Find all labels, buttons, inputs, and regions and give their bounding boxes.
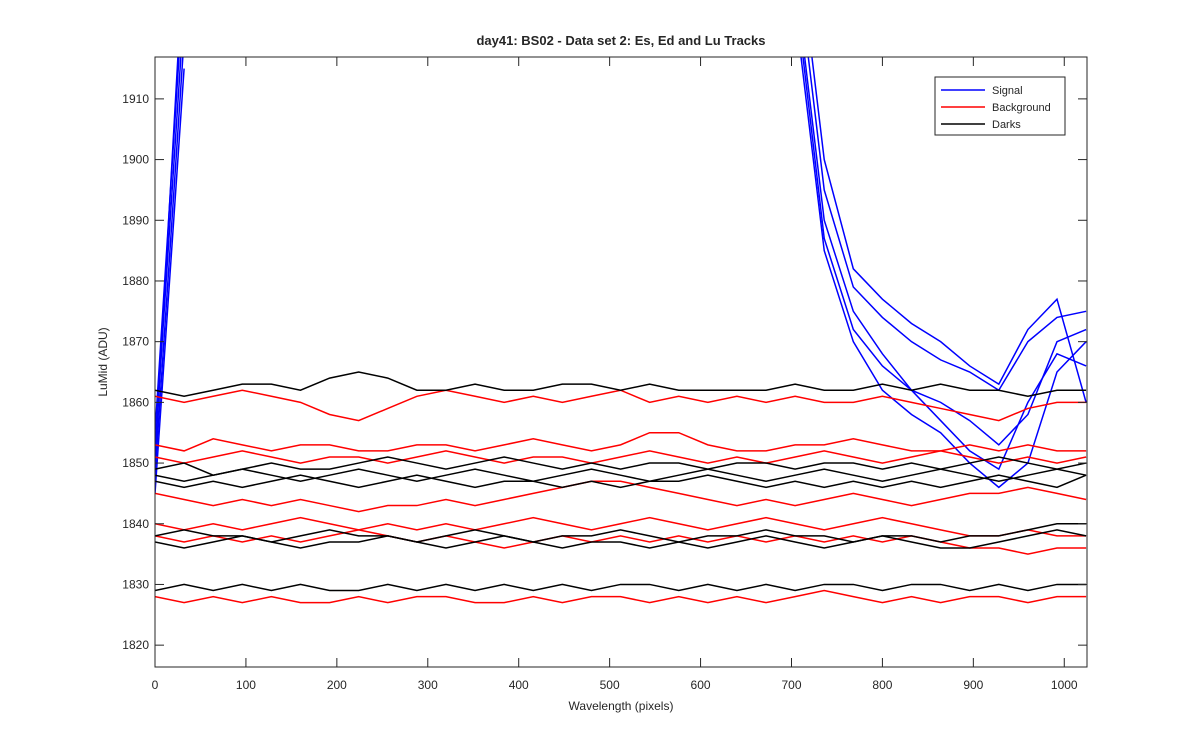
- series-line: [155, 474, 1087, 489]
- series-line: [155, 523, 1087, 543]
- series-line: [155, 516, 1087, 537]
- x-tick-label: 1000: [1051, 678, 1078, 692]
- series-line: [155, 589, 1087, 604]
- x-tick-label: 100: [236, 678, 256, 692]
- y-tick-label: 1910: [122, 92, 149, 106]
- x-tick-label: 700: [781, 678, 801, 692]
- plot-area: [155, 57, 1087, 667]
- series-line: [155, 456, 1087, 476]
- y-tick-label: 1840: [122, 517, 149, 531]
- chart-title: day41: BS02 - Data set 2: Es, Ed and Lu …: [476, 33, 765, 48]
- legend-label: Background: [992, 102, 1051, 114]
- legend-box: [934, 76, 1066, 136]
- x-tick-label: 400: [509, 678, 529, 692]
- y-tick-label: 1820: [122, 638, 149, 652]
- y-tick-label: 1830: [122, 577, 149, 591]
- axes-box: [154, 56, 1088, 668]
- x-tick-label: 500: [600, 678, 620, 692]
- x-tick-label: 900: [963, 678, 983, 692]
- y-tick-label: 1860: [122, 395, 149, 409]
- series-line: [155, 450, 1087, 464]
- x-tick-label: 600: [691, 678, 711, 692]
- legend-label: Darks: [992, 119, 1021, 131]
- x-tick-label: 200: [327, 678, 347, 692]
- y-tick-label: 1870: [122, 335, 149, 349]
- x-tick-label: 300: [418, 678, 438, 692]
- x-tick-label: 0: [152, 678, 159, 692]
- series-line: [155, 431, 1087, 452]
- x-axis-label: Wavelength (pixels): [569, 699, 674, 713]
- series-line: [155, 57, 1087, 494]
- series-line: [155, 468, 1087, 483]
- y-tick-label: 1850: [122, 456, 149, 470]
- series-line: [155, 583, 1087, 592]
- y-tick-label: 1890: [122, 213, 149, 227]
- series-line: [155, 529, 1087, 549]
- series-line: [155, 371, 1087, 398]
- y-axis-label: LuMid (ADU): [96, 327, 110, 396]
- y-tick-label: 1880: [122, 274, 149, 288]
- series-line: [155, 57, 1087, 464]
- series-line: [155, 480, 1087, 513]
- legend-label: Signal: [992, 85, 1023, 97]
- y-tick-label: 1900: [122, 153, 149, 167]
- x-tick-label: 800: [872, 678, 892, 692]
